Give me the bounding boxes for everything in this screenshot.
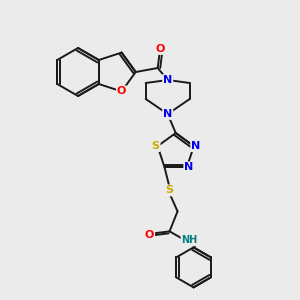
Text: N: N — [191, 141, 200, 151]
Text: S: S — [166, 185, 173, 195]
Text: N: N — [184, 162, 194, 172]
Text: O: O — [117, 86, 126, 96]
Text: S: S — [152, 141, 160, 151]
Text: N: N — [163, 75, 172, 85]
Text: O: O — [145, 230, 154, 240]
Text: O: O — [155, 44, 164, 54]
Text: N: N — [163, 109, 172, 119]
Text: NH: NH — [182, 236, 198, 245]
